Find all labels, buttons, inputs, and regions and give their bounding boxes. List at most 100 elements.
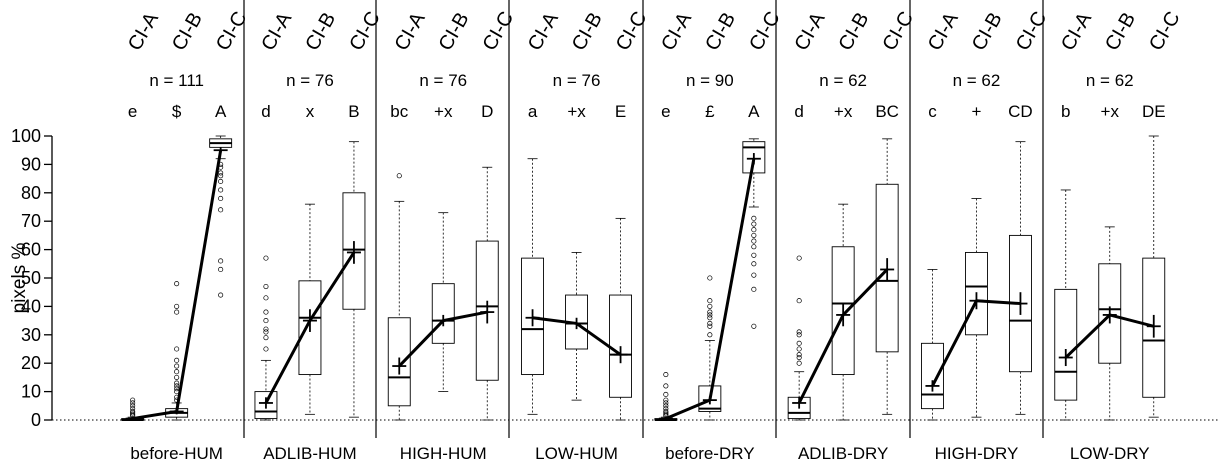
box-label: CI-C [878,8,918,55]
box-label: CI-A [1057,8,1096,54]
outlier-point [174,363,180,369]
box-plot [209,135,233,298]
iqr-box [831,246,855,376]
box-plot [431,212,455,393]
box-plot [654,372,678,421]
group-name: ADLIB-DRY [798,444,888,463]
mean-trend-line [132,149,223,421]
significance-letter: CD [1008,102,1033,121]
iqr-box [298,280,322,376]
significance-letter: D [481,102,493,121]
outlier-point [130,411,136,417]
box-label: CI-C [212,8,252,55]
group-name: before-DRY [665,444,754,463]
iqr-box [1098,263,1122,364]
outlier-point [174,386,180,392]
outlier-point [263,283,269,290]
outlier-point [218,258,224,264]
group-name: LOW-HUM [535,444,618,463]
significance-letter: c [928,102,937,121]
box-label: CI-B [1101,9,1140,55]
box-label: CI-C [479,8,519,55]
outlier-point [663,403,669,409]
outlier-point [707,315,713,321]
y-tick-label: 0 [31,410,41,430]
y-tick-label: 100 [11,126,41,146]
mean-trend-line [532,316,622,356]
box-plot [921,269,944,421]
box-plot [787,255,811,421]
outlier-point [796,298,802,304]
outlier-point [796,354,802,361]
box-plot [387,173,411,421]
outlier-point [174,374,180,380]
group-n-label: n = 76 [286,71,334,90]
outlier-point [796,255,802,261]
mean-trend-line [931,299,1021,387]
box-label: CI-A [391,8,430,54]
y-tick-label: 60 [21,240,41,260]
iqr-box [431,283,455,344]
significance-letter: d [261,102,270,121]
mean-trend-line [797,268,889,404]
outlier-point [218,173,224,179]
outlier-point [663,383,669,389]
outlier-point [174,357,180,363]
outlier-point [174,346,180,352]
outlier-point [218,187,224,193]
outlier-point [174,303,180,309]
iqr-box [254,391,278,420]
outlier-point [263,255,269,261]
outlier-point [796,360,802,366]
outlier-point [751,232,757,238]
box-label: CI-B [968,9,1007,55]
outlier-point [796,329,802,335]
group-name: before-HUM [130,444,223,463]
y-tick-label: 80 [21,183,41,203]
outlier-point [218,178,224,184]
box-plot [165,281,189,421]
box-label: CI-B [701,9,740,55]
significance-letter: DE [1142,102,1166,121]
outlier-point [218,207,224,213]
outlier-point [707,309,713,315]
outlier-point [796,340,802,346]
outlier-point [130,406,136,412]
box-plot [742,138,766,329]
outlier-point [796,346,802,352]
outlier-point [663,391,669,397]
group-name: ADLIB-HUM [263,444,357,463]
iqr-box [1054,288,1078,401]
y-axis-label: pixels % [9,243,30,314]
iqr-box [921,342,944,410]
significance-letter: d [794,102,803,121]
iqr-box [742,141,766,174]
outlier-point [218,266,224,273]
significance-letter: e [128,102,137,121]
significance-letter: b [1061,102,1070,121]
y-tick-label: 40 [21,296,41,316]
group-n-label: n = 62 [1086,71,1134,90]
outlier-point [707,323,713,329]
y-tick-label: 70 [21,211,41,231]
outlier-point [751,261,757,267]
outlier-point [174,309,180,315]
outlier-point [174,380,180,386]
outlier-point [263,295,269,301]
iqr-box [475,240,499,381]
iqr-box [1142,257,1166,398]
box-plot [831,203,855,421]
outlier-point [663,411,669,417]
significance-letter: +x [834,102,853,121]
box-label: CI-C [745,8,785,55]
outlier-point [707,320,713,326]
outlier-point [218,292,224,298]
box-label: CI-A [124,8,163,54]
outlier-point [130,400,136,406]
significance-letter: + [971,102,981,121]
group-panel: CI-A CI-B CI-C n = 62 c + CD HIGH-DRY [921,8,1051,463]
significance-letter: +x [1101,102,1120,121]
iqr-box [521,257,544,376]
outlier-point [796,352,802,358]
